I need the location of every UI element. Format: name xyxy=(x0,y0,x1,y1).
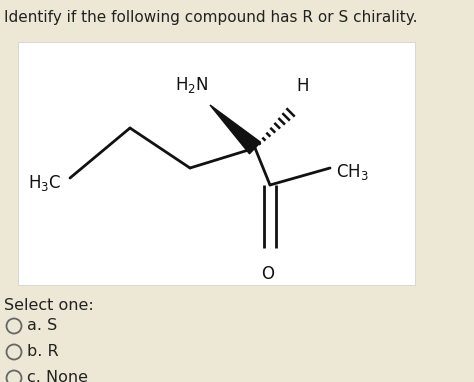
Text: H: H xyxy=(296,77,309,95)
Text: a. S: a. S xyxy=(27,319,58,333)
Text: CH$_3$: CH$_3$ xyxy=(336,162,369,182)
Text: Identify if the following compound has R or S chirality.: Identify if the following compound has R… xyxy=(4,10,418,25)
Text: H$_2$N: H$_2$N xyxy=(175,75,209,95)
Text: c. None: c. None xyxy=(27,371,89,382)
Text: b. R: b. R xyxy=(27,345,59,359)
Text: H$_3$C: H$_3$C xyxy=(28,173,61,193)
Text: Select one:: Select one: xyxy=(4,298,94,313)
Polygon shape xyxy=(210,105,261,154)
FancyBboxPatch shape xyxy=(18,42,415,285)
Text: O: O xyxy=(262,265,274,283)
